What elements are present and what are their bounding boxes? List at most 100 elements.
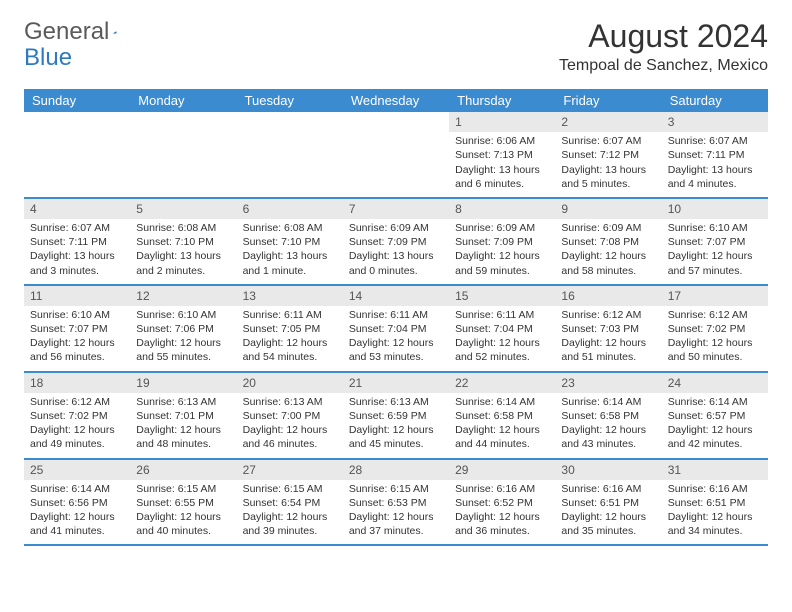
calendar-week: 18Sunrise: 6:12 AMSunset: 7:02 PMDayligh… [24, 373, 768, 460]
page-header: General August 2024 Tempoal de Sanchez, … [0, 0, 792, 81]
sunset-line: Sunset: 6:59 PM [349, 409, 443, 423]
sunrise-line: Sunrise: 6:16 AM [561, 482, 655, 496]
daylight-line: Daylight: 12 hours and 53 minutes. [349, 336, 443, 364]
sunrise-line: Sunrise: 6:08 AM [136, 221, 230, 235]
calendar-day: 23Sunrise: 6:14 AMSunset: 6:58 PMDayligh… [555, 373, 661, 458]
daylight-line: Daylight: 12 hours and 36 minutes. [455, 510, 549, 538]
calendar-week: 11Sunrise: 6:10 AMSunset: 7:07 PMDayligh… [24, 286, 768, 373]
sunrise-line: Sunrise: 6:14 AM [30, 482, 124, 496]
daylight-line: Daylight: 12 hours and 50 minutes. [668, 336, 762, 364]
day-details: Sunrise: 6:15 AMSunset: 6:53 PMDaylight:… [343, 480, 449, 545]
day-details: Sunrise: 6:07 AMSunset: 7:11 PMDaylight:… [662, 132, 768, 197]
calendar-day: 5Sunrise: 6:08 AMSunset: 7:10 PMDaylight… [130, 199, 236, 284]
calendar-day: 18Sunrise: 6:12 AMSunset: 7:02 PMDayligh… [24, 373, 130, 458]
calendar-day: 29Sunrise: 6:16 AMSunset: 6:52 PMDayligh… [449, 460, 555, 545]
day-details: Sunrise: 6:07 AMSunset: 7:11 PMDaylight:… [24, 219, 130, 284]
calendar-day: 19Sunrise: 6:13 AMSunset: 7:01 PMDayligh… [130, 373, 236, 458]
daylight-line: Daylight: 12 hours and 37 minutes. [349, 510, 443, 538]
sunrise-line: Sunrise: 6:07 AM [30, 221, 124, 235]
day-details: Sunrise: 6:09 AMSunset: 7:08 PMDaylight:… [555, 219, 661, 284]
sunrise-line: Sunrise: 6:09 AM [455, 221, 549, 235]
sunset-line: Sunset: 6:55 PM [136, 496, 230, 510]
calendar-day: 1Sunrise: 6:06 AMSunset: 7:13 PMDaylight… [449, 112, 555, 197]
day-number: 5 [130, 199, 236, 219]
day-number: 10 [662, 199, 768, 219]
sunrise-line: Sunrise: 6:12 AM [668, 308, 762, 322]
day-number: 14 [343, 286, 449, 306]
sunrise-line: Sunrise: 6:11 AM [455, 308, 549, 322]
calendar-day: 8Sunrise: 6:09 AMSunset: 7:09 PMDaylight… [449, 199, 555, 284]
daylight-line: Daylight: 12 hours and 55 minutes. [136, 336, 230, 364]
calendar-day: 2Sunrise: 6:07 AMSunset: 7:12 PMDaylight… [555, 112, 661, 197]
day-number: 28 [343, 460, 449, 480]
day-number: 11 [24, 286, 130, 306]
daylight-line: Daylight: 13 hours and 5 minutes. [561, 163, 655, 191]
daylight-line: Daylight: 12 hours and 46 minutes. [243, 423, 337, 451]
day-number: 24 [662, 373, 768, 393]
calendar-day: 24Sunrise: 6:14 AMSunset: 6:57 PMDayligh… [662, 373, 768, 458]
sunrise-line: Sunrise: 6:15 AM [243, 482, 337, 496]
calendar-day: 30Sunrise: 6:16 AMSunset: 6:51 PMDayligh… [555, 460, 661, 545]
day-number: 7 [343, 199, 449, 219]
day-details: Sunrise: 6:13 AMSunset: 7:01 PMDaylight:… [130, 393, 236, 458]
day-details: Sunrise: 6:16 AMSunset: 6:51 PMDaylight:… [555, 480, 661, 545]
day-details: Sunrise: 6:14 AMSunset: 6:57 PMDaylight:… [662, 393, 768, 458]
day-details: Sunrise: 6:09 AMSunset: 7:09 PMDaylight:… [449, 219, 555, 284]
day-header: Sunday [24, 89, 130, 112]
day-number: 13 [237, 286, 343, 306]
day-number: 15 [449, 286, 555, 306]
day-number: 30 [555, 460, 661, 480]
sunset-line: Sunset: 6:58 PM [561, 409, 655, 423]
calendar-day: 22Sunrise: 6:14 AMSunset: 6:58 PMDayligh… [449, 373, 555, 458]
day-number: 3 [662, 112, 768, 132]
sunrise-line: Sunrise: 6:08 AM [243, 221, 337, 235]
calendar-day: 9Sunrise: 6:09 AMSunset: 7:08 PMDaylight… [555, 199, 661, 284]
day-number: 29 [449, 460, 555, 480]
brand-part1: General [24, 18, 109, 46]
title-block: August 2024 Tempoal de Sanchez, Mexico [559, 18, 768, 75]
sunrise-line: Sunrise: 6:16 AM [668, 482, 762, 496]
day-number: 6 [237, 199, 343, 219]
sunset-line: Sunset: 6:56 PM [30, 496, 124, 510]
daylight-line: Daylight: 12 hours and 40 minutes. [136, 510, 230, 538]
sunrise-line: Sunrise: 6:13 AM [243, 395, 337, 409]
brand-part2: Blue [24, 44, 72, 72]
sunset-line: Sunset: 7:11 PM [30, 235, 124, 249]
day-number: 16 [555, 286, 661, 306]
sunset-line: Sunset: 7:07 PM [30, 322, 124, 336]
sunrise-line: Sunrise: 6:07 AM [561, 134, 655, 148]
day-number: 22 [449, 373, 555, 393]
daylight-line: Daylight: 12 hours and 41 minutes. [30, 510, 124, 538]
day-details: Sunrise: 6:15 AMSunset: 6:54 PMDaylight:… [237, 480, 343, 545]
sunset-line: Sunset: 7:01 PM [136, 409, 230, 423]
sunrise-line: Sunrise: 6:13 AM [349, 395, 443, 409]
day-details: Sunrise: 6:07 AMSunset: 7:12 PMDaylight:… [555, 132, 661, 197]
daylight-line: Daylight: 13 hours and 1 minute. [243, 249, 337, 277]
sunset-line: Sunset: 7:13 PM [455, 148, 549, 162]
daylight-line: Daylight: 12 hours and 58 minutes. [561, 249, 655, 277]
brand-triangle-icon [113, 23, 117, 41]
daylight-line: Daylight: 13 hours and 6 minutes. [455, 163, 549, 191]
day-number: 26 [130, 460, 236, 480]
day-header: Wednesday [343, 89, 449, 112]
day-number: 20 [237, 373, 343, 393]
month-title: August 2024 [559, 18, 768, 55]
daylight-line: Daylight: 12 hours and 43 minutes. [561, 423, 655, 451]
day-number: 8 [449, 199, 555, 219]
calendar-day: 6Sunrise: 6:08 AMSunset: 7:10 PMDaylight… [237, 199, 343, 284]
daylight-line: Daylight: 12 hours and 49 minutes. [30, 423, 124, 451]
daylight-line: Daylight: 13 hours and 3 minutes. [30, 249, 124, 277]
day-details: Sunrise: 6:11 AMSunset: 7:04 PMDaylight:… [343, 306, 449, 371]
daylight-line: Daylight: 13 hours and 0 minutes. [349, 249, 443, 277]
sunset-line: Sunset: 7:04 PM [349, 322, 443, 336]
calendar-day: 25Sunrise: 6:14 AMSunset: 6:56 PMDayligh… [24, 460, 130, 545]
sunrise-line: Sunrise: 6:06 AM [455, 134, 549, 148]
sunrise-line: Sunrise: 6:09 AM [349, 221, 443, 235]
day-details: Sunrise: 6:13 AMSunset: 6:59 PMDaylight:… [343, 393, 449, 458]
calendar-day: 20 Sunrise: 6:13 AMSunset: 7:00 PMDayligh… [237, 373, 343, 458]
day-number: 23 [555, 373, 661, 393]
daylight-line: Daylight: 12 hours and 45 minutes. [349, 423, 443, 451]
daylight-line: Daylight: 12 hours and 39 minutes. [243, 510, 337, 538]
calendar-day: 11Sunrise: 6:10 AMSunset: 7:07 PMDayligh… [24, 286, 130, 371]
sunset-line: Sunset: 7:00 PM [243, 409, 337, 423]
